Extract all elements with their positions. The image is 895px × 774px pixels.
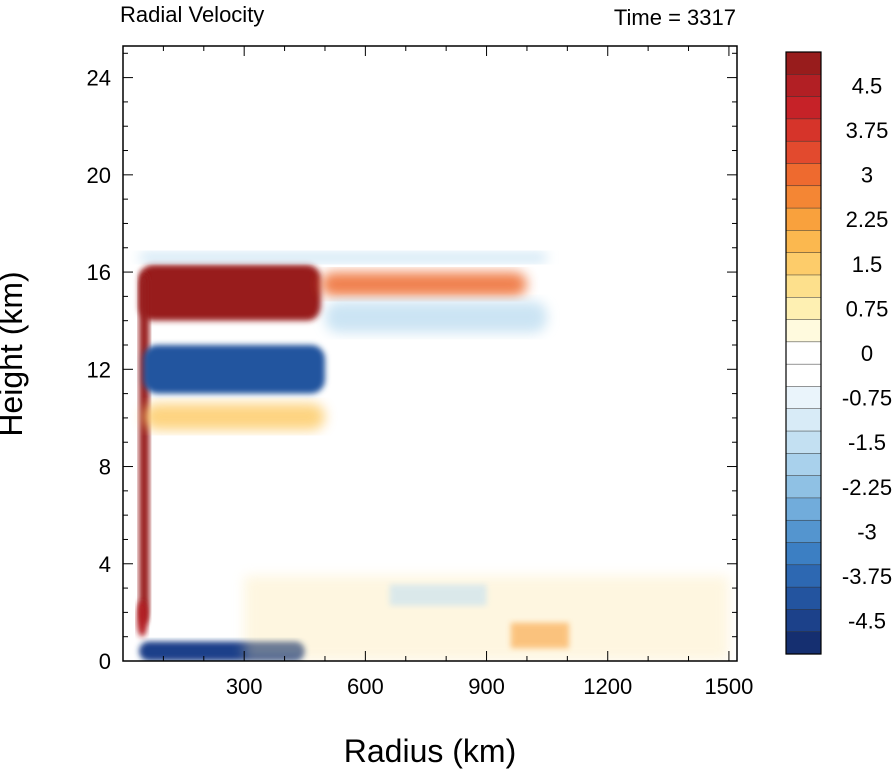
colorbar-swatch: [785, 586, 822, 610]
x-tick-label: 1500: [704, 674, 753, 699]
field-low-level-mixed-features-patch: [510, 622, 569, 649]
colorbar-swatch: [785, 430, 822, 454]
colorbar: 4.5 3.75 3 2.25 1.5 0.75 0 -0.75 -1.5 -2.25 -3 -3.7…: [785, 51, 892, 655]
colorbar-swatch: [785, 631, 822, 655]
x-axis-title: Radius (km): [344, 733, 516, 769]
colorbar-swatch: [785, 497, 822, 521]
colorbar-label: 0: [861, 341, 873, 366]
colorbar-swatch: [785, 252, 822, 276]
colorbar-swatch: [785, 542, 822, 566]
colorbar-swatch: [785, 118, 822, 142]
chart-title: Radial Velocity: [120, 2, 264, 27]
colorbar-label: 0.75: [846, 296, 889, 321]
time-label: Time = 3317: [614, 5, 736, 30]
y-tick-label: 12: [87, 357, 111, 382]
y-tick-label: 4: [99, 552, 111, 577]
colorbar-label: -0.75: [842, 386, 892, 411]
colorbar-swatch: [785, 96, 822, 120]
colorbar-label: -4.5: [848, 609, 886, 634]
colorbar-swatch: [785, 319, 822, 343]
colorbar-swatch: [785, 363, 822, 387]
x-tick-label: 300: [226, 674, 263, 699]
colorbar-swatch: [785, 230, 822, 254]
velocity-field: [137, 252, 729, 661]
colorbar-swatch: [785, 564, 822, 588]
colorbar-swatch: [785, 51, 822, 75]
colorbar-swatch: [785, 453, 822, 477]
colorbar-swatch: [785, 341, 822, 365]
field-low-level-eyewall-outflow: [137, 600, 148, 637]
field-eyewall-outflow-column: [139, 272, 150, 625]
colorbar-swatch: [785, 297, 822, 321]
y-tick-label: 20: [87, 163, 111, 188]
colorbar-label: 3: [861, 163, 873, 188]
x-tick-label: 900: [468, 674, 505, 699]
y-axis-title: Height (km): [0, 271, 29, 436]
y-tick-label: 24: [87, 66, 111, 91]
colorbar-label: -2.25: [842, 475, 892, 500]
colorbar-label: 1.5: [852, 252, 883, 277]
field-mid-level-outflow-band: [143, 403, 325, 431]
colorbar-swatch: [785, 274, 822, 298]
axis-ticks: 300 600 900 1200 1500 0 4 8 12 16 20 24: [87, 46, 753, 699]
colorbar-swatch: [785, 475, 822, 499]
colorbar-swatch: [785, 207, 822, 231]
plot-frame: [122, 45, 738, 662]
colorbar-swatch: [785, 185, 822, 209]
colorbar-swatch: [785, 140, 822, 165]
x-tick-label: 600: [347, 674, 384, 699]
field-upper-level-inflow: [139, 252, 548, 263]
colorbar-label: -1.5: [848, 430, 886, 455]
field-secondary-upper-inflow: [324, 301, 548, 333]
colorbar-label: -3.75: [842, 564, 892, 589]
colorbar-frame: [785, 51, 822, 655]
field-strong-outflow-layer: [139, 264, 321, 321]
colorbar-label: -3: [857, 519, 877, 544]
colorbar-label: 4.5: [852, 73, 883, 98]
y-tick-label: 0: [99, 649, 111, 674]
colorbar-swatch: [785, 519, 822, 544]
y-tick-label: 8: [99, 455, 111, 480]
colorbar-swatch: [785, 163, 822, 187]
colorbar-swatch: [785, 609, 822, 633]
field-outflow-extension: [320, 272, 527, 297]
colorbar-swatch: [785, 74, 822, 98]
field-inflow-below-outflow: [143, 344, 325, 394]
colorbar-label: 2.25: [846, 207, 889, 232]
field-low-level-mixed-features-patch-neg: [389, 584, 487, 606]
colorbar-swatch: [785, 386, 822, 410]
colorbar-label: 3.75: [846, 118, 889, 143]
x-tick-label: 1200: [583, 674, 632, 699]
colorbar-swatch: [785, 408, 822, 432]
y-tick-label: 16: [87, 260, 111, 285]
